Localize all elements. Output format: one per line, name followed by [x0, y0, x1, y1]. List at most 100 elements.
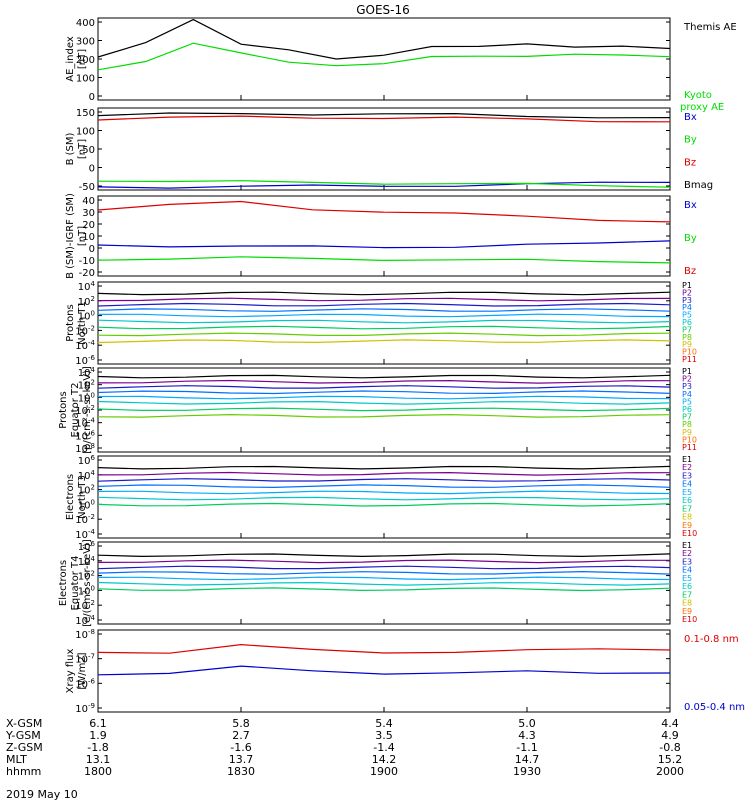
y-tick-label: 100 [78, 391, 95, 404]
legend-label: E2 [682, 463, 692, 472]
orbit-value: 4.4 [661, 717, 679, 730]
flux-channel-line [97, 390, 671, 395]
y-tick-label: 20 [82, 220, 95, 231]
panel-5: Protons Equator T2 [p/(cm²-s-sr-keV)]10410… [58, 366, 697, 455]
legend-label: Bx [684, 200, 697, 211]
legend-label: P5 [682, 311, 692, 320]
flux-channel-line [97, 302, 671, 307]
legend-label: E5 [682, 488, 692, 497]
flux-channel-line [97, 478, 671, 482]
y-tick-label: 50 [82, 145, 95, 156]
plot-title: GOES-16 [356, 3, 410, 17]
legend-label: P2 [682, 375, 692, 384]
legend-label: P6 [682, 405, 692, 414]
flux-channel-line [97, 581, 671, 586]
y-tick-label: 10-2 [75, 324, 95, 337]
legend-label: 0.1-0.8 nm [684, 634, 739, 645]
orbit-value: 1800 [84, 765, 112, 778]
orbit-value: 1830 [227, 765, 255, 778]
y-tick-label: 10-4 [75, 614, 95, 627]
legend-label: By [684, 233, 697, 244]
flux-channel-line [97, 308, 671, 312]
legend-label: P10 [682, 435, 697, 444]
y-tick-label: 100 [76, 74, 95, 85]
y-axis-label: AE_index [65, 36, 76, 82]
y-tick-label: 400 [76, 18, 95, 29]
y-tick-label: 40 [82, 196, 95, 207]
y-tick-label: 0 [89, 164, 95, 175]
legend-label: P1 [682, 281, 692, 290]
y-tick-label: 10-6 [75, 354, 95, 367]
y-tick-label: 10-9 [75, 702, 95, 715]
legend-label: E10 [682, 529, 697, 538]
panel-frame [97, 629, 671, 713]
legend-label: P5 [682, 397, 692, 406]
flux-channel-line [97, 490, 671, 495]
legend-label: E2 [682, 549, 692, 558]
y-tick-label: 102 [78, 295, 95, 308]
orbit-value: 13.1 [86, 753, 111, 766]
legend-label: E6 [682, 582, 692, 591]
legend-label: E6 [682, 496, 692, 505]
panel-2: B (SM) [nT] 150 100 50 0 -50 Bx By Bz Bmag [65, 107, 713, 193]
series-line [97, 240, 671, 249]
legend-label: Kyoto proxy AE [680, 90, 724, 113]
legend-label: E4 [682, 566, 692, 575]
series-line [97, 180, 671, 188]
flux-channel-line [97, 496, 671, 501]
y-tick-label: 10-2 [75, 599, 95, 612]
y-axis-label: [e/(cm²-s-sr-keV)] [82, 539, 93, 627]
legend-label: Bz [684, 266, 696, 277]
panel-frame [97, 541, 671, 625]
y-tick-label: 10-2 [75, 513, 95, 526]
series-line [97, 665, 671, 676]
y-tick-label: 0 [89, 244, 95, 255]
orbit-value: 2000 [656, 765, 684, 778]
y-axis-label: North T3 [77, 475, 88, 519]
legend-label: E4 [682, 480, 692, 489]
legend-label: E3 [682, 471, 692, 480]
orbit-value: 1930 [513, 765, 541, 778]
y-tick-label: 106 [78, 540, 96, 553]
legend-label: Bmag [684, 180, 713, 191]
legend-label: E10 [682, 615, 697, 624]
y-axis-label: B (SM)-IGRF (SM) [65, 193, 76, 279]
legend-label: P4 [682, 303, 692, 312]
y-tick-label: -20 [79, 268, 95, 279]
orbit-row-label: hhmm [6, 765, 41, 778]
flux-channel-line [97, 297, 671, 302]
legend-label: P7 [682, 413, 692, 422]
y-tick-label: 300 [76, 37, 95, 48]
legend-label: P8 [682, 420, 692, 429]
orbit-value: 1.9 [89, 729, 107, 742]
orbit-row-label: Y-GSM [5, 729, 41, 742]
legend-label: E3 [682, 557, 692, 566]
orbit-value: 5.0 [518, 717, 536, 730]
y-tick-label: 10-6 [75, 677, 95, 690]
series-line [97, 115, 671, 123]
y-tick-label: 10-7 [75, 653, 95, 666]
legend-label: E9 [682, 607, 692, 616]
y-tick-label: 10-2 [75, 404, 95, 417]
y-tick-label: 10-8 [75, 442, 95, 455]
series-line [97, 181, 671, 189]
flux-channel-line [97, 413, 671, 418]
legend-label: P10 [682, 348, 697, 357]
legend-label: P8 [682, 333, 692, 342]
legend-label: E9 [682, 521, 692, 530]
y-axis-label: Xray flux [65, 649, 76, 694]
series-line [97, 256, 671, 264]
y-axis-label: Protons [58, 391, 69, 428]
y-tick-label: 10 [82, 232, 95, 243]
legend-label: P9 [682, 340, 692, 349]
legend-label: E1 [682, 541, 692, 550]
y-tick-label: 0 [89, 92, 95, 103]
orbit-row-label: Z-GSM [6, 741, 43, 754]
y-tick-label: 100 [78, 584, 95, 597]
legend-label: P3 [682, 382, 692, 391]
legend-label: P7 [682, 325, 692, 334]
